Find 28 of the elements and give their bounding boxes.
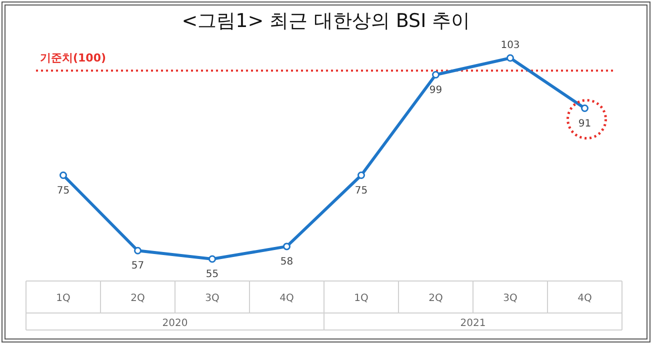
data-label: 75 [56, 185, 70, 196]
ref-line-label: 기준치(100) [40, 52, 106, 65]
point [60, 172, 67, 179]
data-label: 55 [206, 269, 219, 280]
point [134, 246, 142, 254]
point [581, 104, 588, 112]
point [432, 71, 440, 78]
data-label: 91 [578, 118, 592, 130]
chart-title: <그림1> 최근 대한상의 BSI 추이 [182, 10, 470, 32]
data-label: 75 [354, 185, 368, 196]
x-tick-label: 2Q [428, 293, 443, 304]
point [208, 255, 216, 263]
point [283, 242, 290, 250]
x-tick-label: 2Q [130, 293, 145, 304]
data-label: 99 [429, 84, 442, 96]
point [506, 54, 514, 62]
point [358, 172, 365, 179]
text: 2020 [162, 318, 188, 329]
x-tick-label: 1Q [56, 293, 70, 304]
x-tick-label: 3Q [503, 293, 518, 304]
x-tick-label: 1Q [354, 293, 368, 304]
data-label: 103 [500, 40, 520, 51]
data-label: 57 [131, 260, 144, 272]
x-tick-label: 4Q [280, 293, 294, 304]
data-label: 58 [280, 256, 294, 268]
text: 2021 [460, 318, 486, 329]
x-tick-label: 3Q [205, 293, 220, 304]
x-tick-label: 4Q [578, 293, 592, 304]
